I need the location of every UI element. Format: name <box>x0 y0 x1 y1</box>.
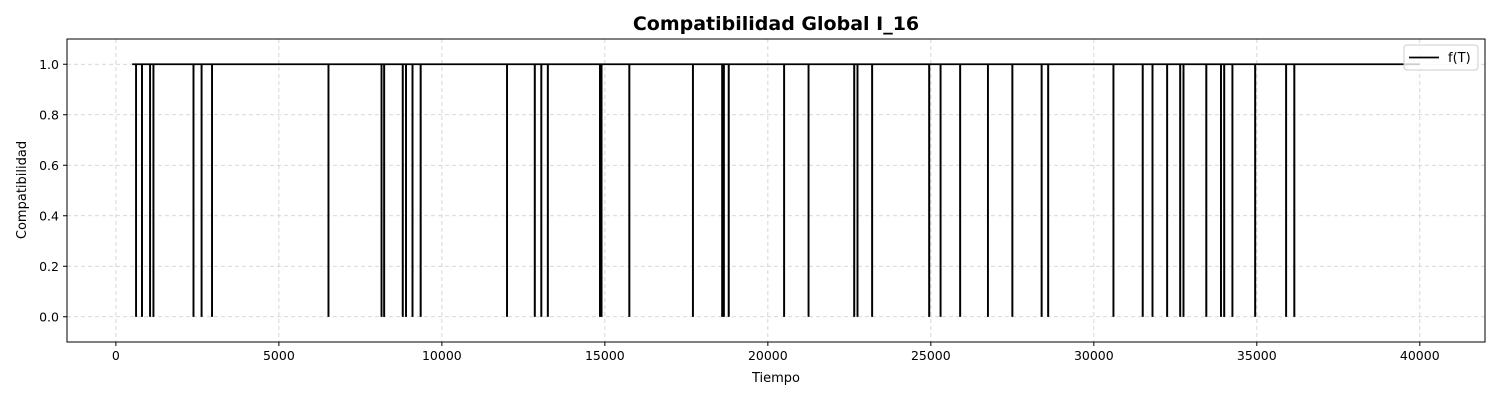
x-tick-label: 35000 <box>1237 348 1277 363</box>
x-tick-label: 10000 <box>422 348 462 363</box>
series-line-f(T) <box>132 63 1420 317</box>
series-line-group <box>132 63 1420 317</box>
y-axis-label: Compatibilidad <box>15 141 30 239</box>
x-tick-label: 25000 <box>911 348 951 363</box>
x-axis-label: Tiempo <box>751 371 800 386</box>
legend: f(T) <box>1403 44 1479 71</box>
x-tick-label: 40000 <box>1400 348 1440 363</box>
y-tick-label: 1.0 <box>39 57 59 72</box>
legend-label: f(T) <box>1448 51 1471 66</box>
y-tick-label: 0.4 <box>39 208 59 223</box>
plot-frame <box>66 38 1486 343</box>
x-tick-label: 5000 <box>263 348 295 363</box>
chart-title: Compatibilidad Global I_16 <box>633 13 919 35</box>
x-tick-label: 30000 <box>1074 348 1114 363</box>
y-tick-label: 0.2 <box>39 259 59 274</box>
y-tick-label: 0.6 <box>39 158 59 173</box>
x-tick-label: 15000 <box>585 348 625 363</box>
grid-lines <box>67 39 1485 342</box>
y-axis-ticks: 0.0 0.2 0.4 0.6 0.8 1.0 <box>39 57 67 324</box>
y-tick-label: 0.0 <box>39 309 59 324</box>
x-tick-label: 0 <box>112 348 120 363</box>
y-tick-label: 0.8 <box>39 107 59 122</box>
legend-box <box>1403 44 1479 71</box>
x-axis-ticks: 0 5000 10000 15000 20000 25000 30000 35000 40000 <box>112 342 1440 363</box>
x-tick-label: 20000 <box>748 348 788 363</box>
